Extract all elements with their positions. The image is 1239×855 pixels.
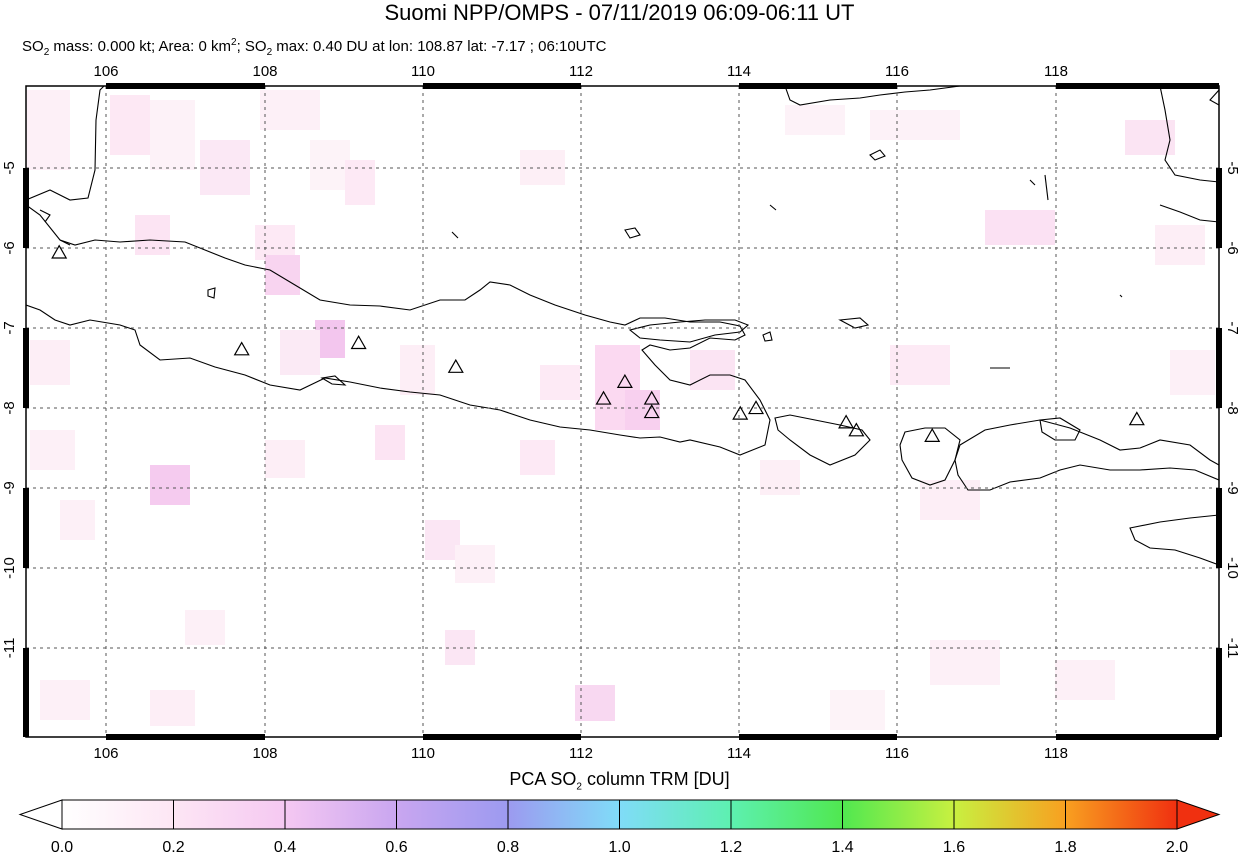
colorbar: 0.0 0.2 0.4 0.6 0.8 1.0 1.2 1.4 1.6 1.8 … <box>18 799 1221 855</box>
lon-tick-label: 110 <box>411 63 435 80</box>
colorbar-label: 1.2 <box>720 839 742 855</box>
lon-ticks-bottom: 106 108 110 112 114 116 118 <box>93 745 1067 762</box>
volcano-marker <box>51 244 68 259</box>
colorbar-label: 0.2 <box>162 839 184 855</box>
volcano-marker <box>924 427 941 442</box>
lon-tick-label: 116 <box>885 63 909 80</box>
map-subtitle: SO2 mass: 0.000 kt; Area: 0 km2; SO2 max… <box>22 37 607 58</box>
lat-tick-label: -7 <box>1224 321 1239 334</box>
lon-tick-label: 108 <box>252 63 277 80</box>
lat-ticks-left: -5 -6 -7 -8 -9 -10 -11 <box>1 161 18 658</box>
lat-tick-label: -5 <box>1 161 18 174</box>
lat-tick-label: -11 <box>1224 638 1239 659</box>
map-frame <box>25 85 1220 738</box>
so2-cells <box>26 90 1215 730</box>
volcano-marker <box>838 414 855 429</box>
volcano-marker <box>350 335 367 350</box>
lat-tick-label: -8 <box>1224 401 1239 414</box>
lon-tick-label: 116 <box>885 745 909 762</box>
lon-tick-label: 118 <box>1044 63 1068 80</box>
volcano-marker <box>643 390 660 405</box>
lon-tick-label: 114 <box>727 745 751 762</box>
volcano-marker <box>595 390 612 405</box>
lat-tick-label: -6 <box>1 241 18 254</box>
lat-tick-label: -10 <box>1 557 18 579</box>
lat-tick-label: -6 <box>1224 241 1239 254</box>
volcano-marker <box>616 373 633 388</box>
volcano-markers <box>51 244 1145 442</box>
lon-tick-label: 112 <box>569 63 593 80</box>
lat-tick-label: -7 <box>1 321 18 334</box>
colorbar-label: 1.4 <box>831 839 853 855</box>
colorbar-label: 0.0 <box>51 839 73 855</box>
volcano-marker <box>643 404 660 419</box>
volcano-marker <box>233 341 250 356</box>
volcano-marker <box>848 422 865 437</box>
colorbar-label: 2.0 <box>1166 839 1188 855</box>
colorbar-ticks <box>61 800 1178 829</box>
volcano-marker <box>747 400 765 415</box>
colorbar-label: 1.8 <box>1054 839 1076 855</box>
colorbar-label: 0.4 <box>274 839 296 855</box>
colorbar-label: 0.6 <box>385 839 407 855</box>
lon-tick-label: 110 <box>411 745 435 762</box>
colorbar-label: 1.0 <box>608 839 630 855</box>
volcano-marker <box>447 358 464 373</box>
colorbar-title: PCA SO2 column TRM [DU] <box>509 769 730 793</box>
lon-ticks-top: 106 108 110 112 114 116 118 <box>93 63 1067 80</box>
lon-tick-label: 106 <box>93 745 118 762</box>
lat-ticks-right: -5 -6 -7 -8 -9 -10 -11 <box>1224 161 1239 658</box>
coastlines <box>26 86 1219 566</box>
colorbar-min-arrow <box>18 799 63 830</box>
lon-tick-label: 114 <box>727 63 751 80</box>
lon-tick-label: 106 <box>93 63 118 80</box>
lat-tick-label: -10 <box>1224 557 1239 579</box>
lon-tick-label: 112 <box>569 745 593 762</box>
lat-tick-label: -9 <box>1 481 18 494</box>
colorbar-max-arrow <box>1176 799 1221 830</box>
map-title: Suomi NPP/OMPS - 07/11/2019 06:09-06:11 … <box>384 0 855 25</box>
volcano-marker <box>1128 411 1145 426</box>
volcano-marker <box>732 405 749 420</box>
lat-tick-label: -11 <box>1 638 18 659</box>
grid-lines <box>26 86 1219 737</box>
lon-tick-label: 118 <box>1044 745 1068 762</box>
lat-tick-label: -9 <box>1224 481 1239 494</box>
lat-tick-label: -5 <box>1224 161 1239 174</box>
lon-tick-label: 108 <box>252 745 277 762</box>
lat-tick-label: -8 <box>1 401 18 414</box>
colorbar-label: 0.8 <box>497 839 519 855</box>
map-border-bars <box>23 83 1222 740</box>
colorbar-label: 1.6 <box>943 839 965 855</box>
